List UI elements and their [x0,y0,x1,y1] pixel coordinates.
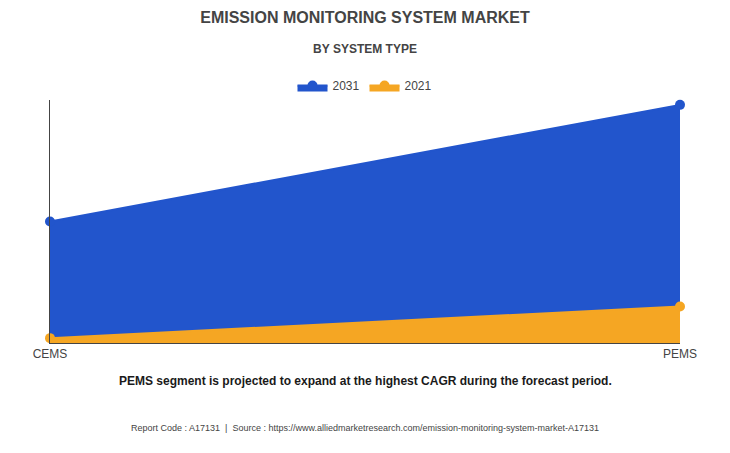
svg-text:PEMS segment is projected to e: PEMS segment is projected to expand at t… [119,374,612,388]
svg-text:CEMS: CEMS [33,347,68,361]
svg-text:PEMS: PEMS [663,347,697,361]
svg-text:Report Code : A17131 | Sourc: Report Code : A17131 | Source : https://… [131,423,599,433]
svg-text:2031: 2031 [333,79,360,93]
svg-text:BY SYSTEM TYPE: BY SYSTEM TYPE [313,42,417,56]
svg-text:2021: 2021 [405,79,432,93]
svg-text:EMISSION MONITORING SYSTEM MAR: EMISSION MONITORING SYSTEM MARKET [200,9,530,26]
